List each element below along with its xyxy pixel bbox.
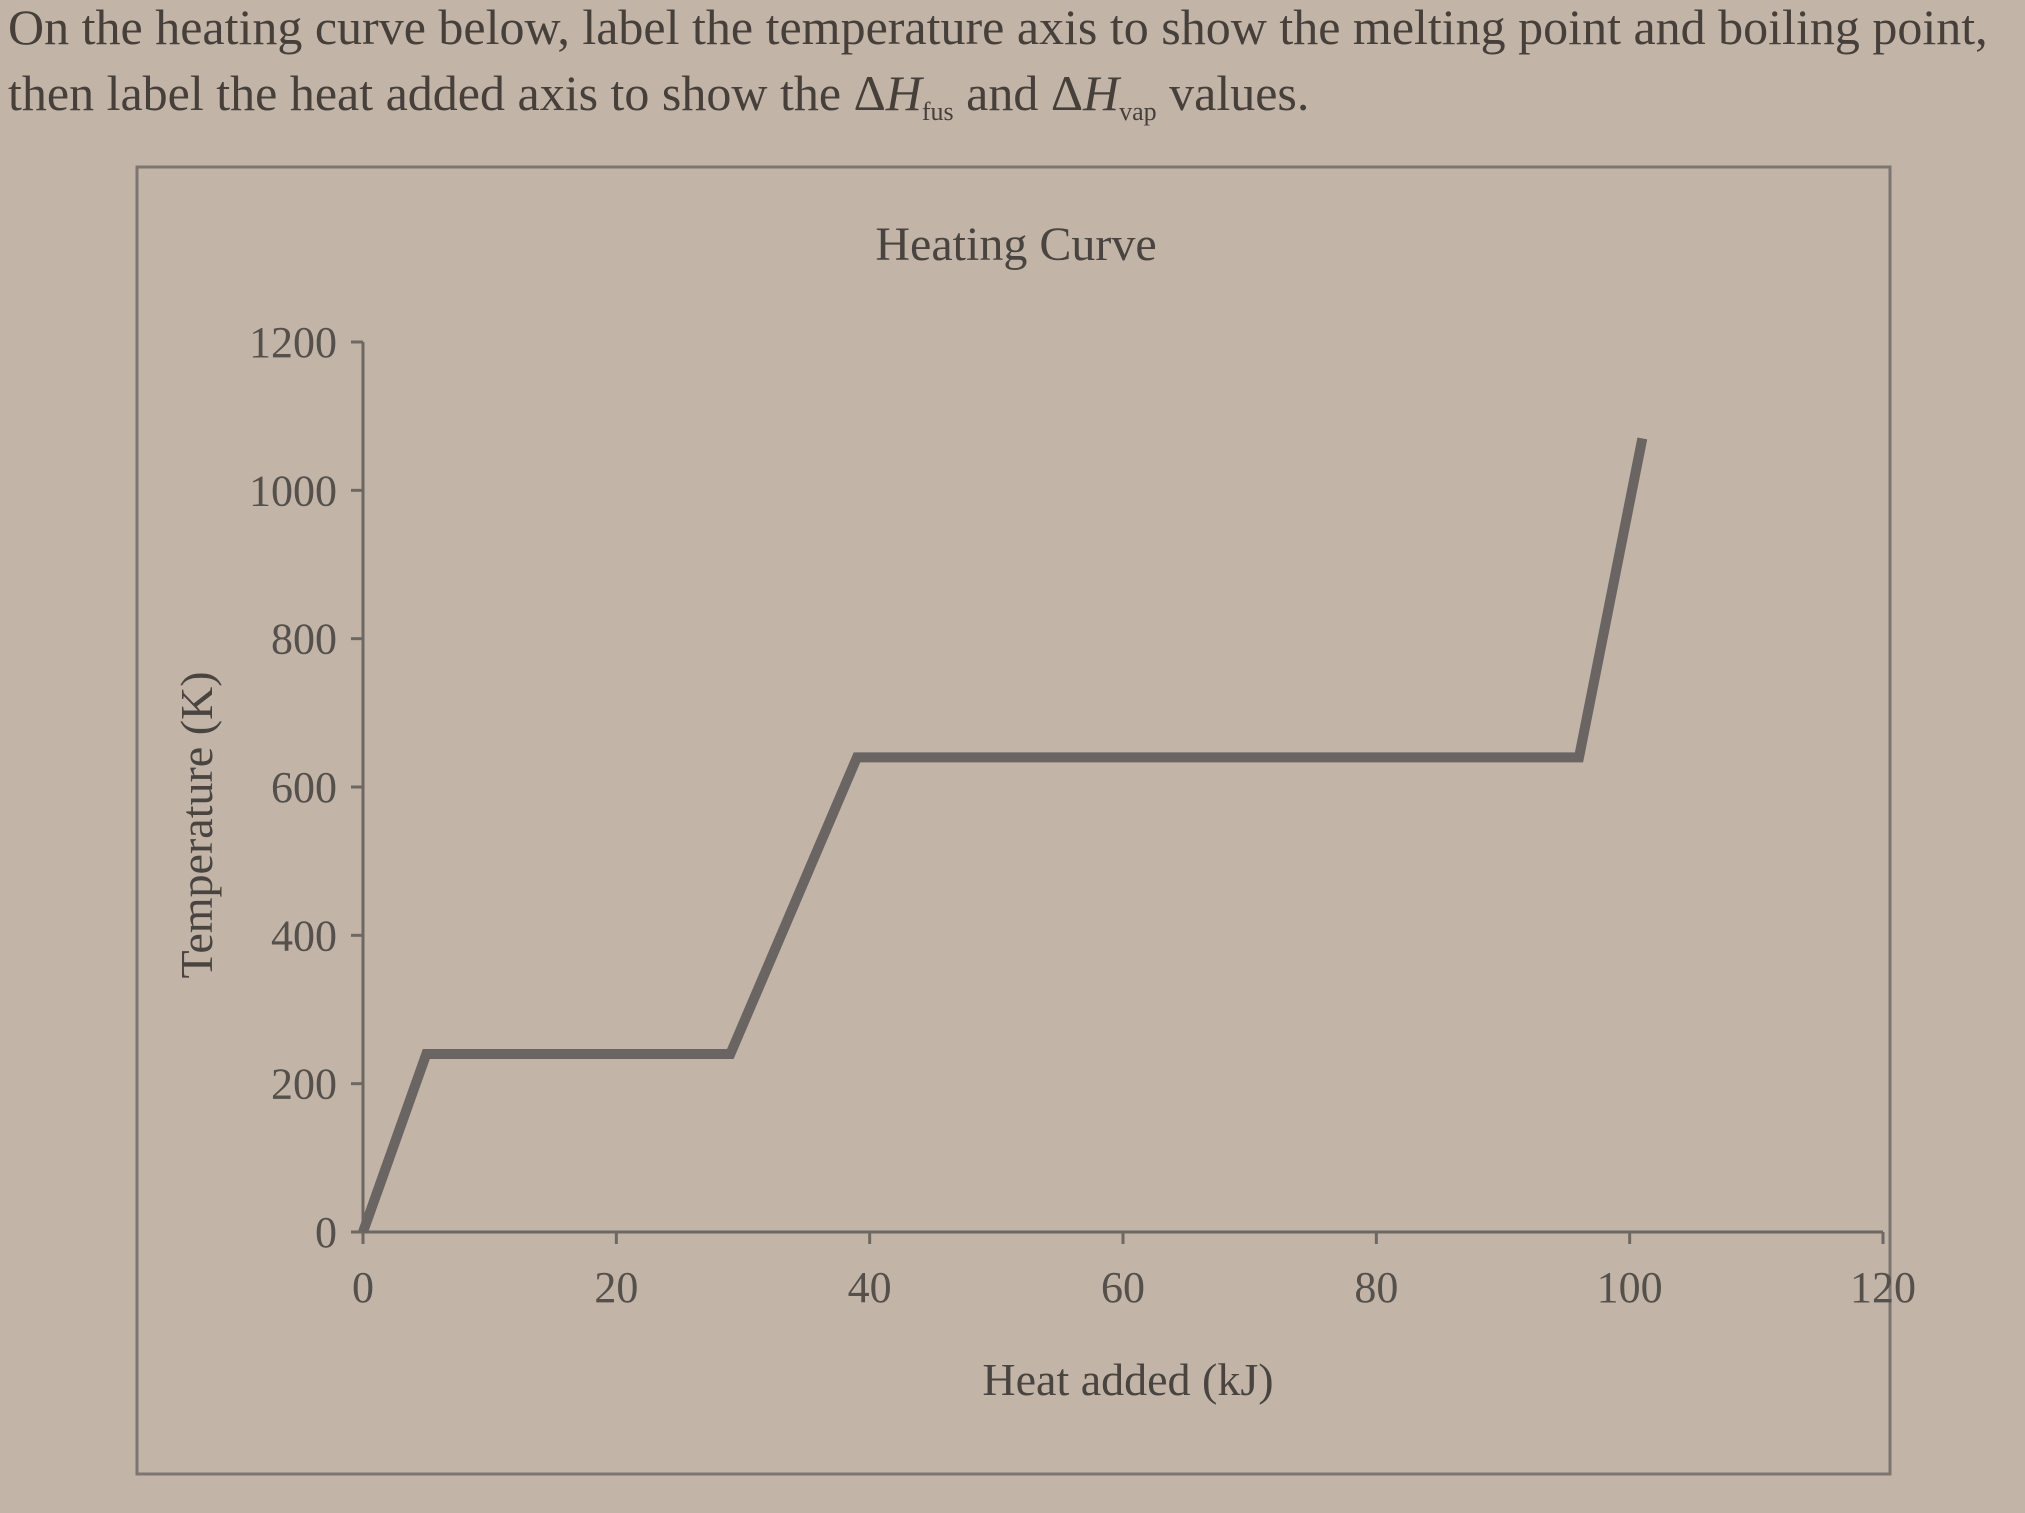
x-tick-label: 20 xyxy=(594,1263,638,1312)
delta-symbol-vap: Δ xyxy=(1050,65,1083,121)
y-tick-label: 1000 xyxy=(249,466,337,515)
x-tick-label: 80 xyxy=(1354,1263,1398,1312)
y-tick-label: 0 xyxy=(315,1208,337,1257)
x-axis-ticks: 0 20 40 60 80 100 120 xyxy=(352,1232,1916,1312)
question-text: On the heating curve below, label the te… xyxy=(8,0,2018,145)
y-tick-label: 1200 xyxy=(249,318,337,367)
x-tick-label: 60 xyxy=(1101,1263,1145,1312)
y-tick-label: 200 xyxy=(271,1060,337,1109)
y-tick-label: 600 xyxy=(271,763,337,812)
vap-subscript: vap xyxy=(1119,97,1157,126)
and-word: and xyxy=(953,65,1051,121)
chart-title: Heating Curve xyxy=(875,218,1156,271)
y-tick-label: 400 xyxy=(271,911,337,960)
h-symbol-fus: H xyxy=(885,65,922,121)
chart-frame xyxy=(135,165,1892,1476)
h-symbol-vap: H xyxy=(1083,65,1120,121)
axes xyxy=(361,342,1883,1234)
fus-subscript: fus xyxy=(921,97,954,126)
x-tick-label: 100 xyxy=(1597,1263,1663,1312)
y-tick-label: 800 xyxy=(271,615,337,664)
x-tick-label: 120 xyxy=(1850,1263,1916,1312)
x-tick-label: 0 xyxy=(352,1263,374,1312)
question-text-after: values. xyxy=(1156,65,1310,121)
x-tick-label: 40 xyxy=(848,1263,892,1312)
y-axis-title: Temperature (K) xyxy=(171,671,222,978)
x-axis-title: Heat added (kJ) xyxy=(982,1354,1273,1405)
delta-symbol-fus: Δ xyxy=(853,65,886,121)
heating-curve-line xyxy=(358,437,1648,1234)
question-text-before: On the heating curve below, label the te… xyxy=(8,0,1988,121)
curve-vertices xyxy=(362,438,1643,1233)
y-axis-ticks: 0 200 400 600 800 1000 1200 xyxy=(249,318,363,1257)
